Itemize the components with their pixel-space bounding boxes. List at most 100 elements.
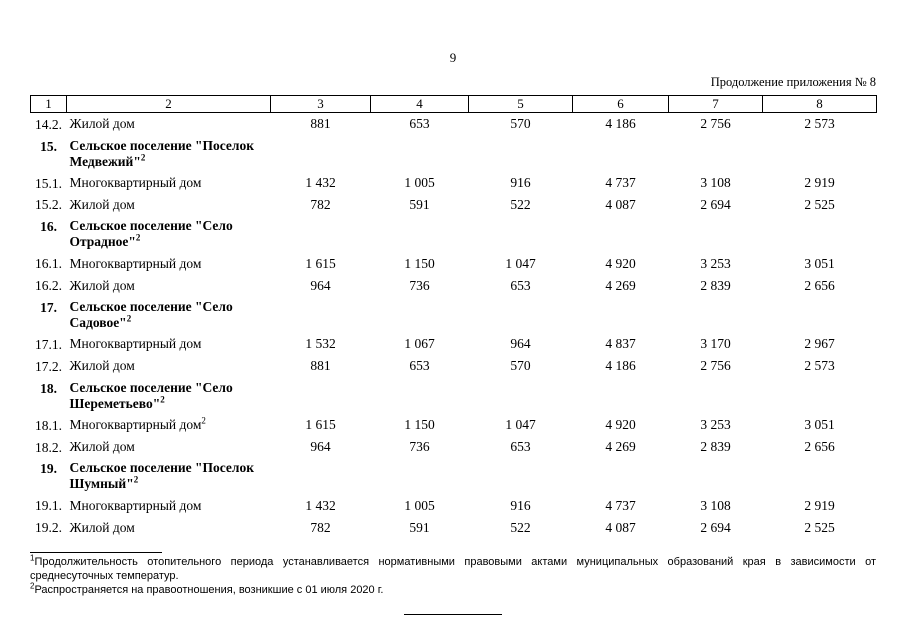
row-number: 17.2. <box>35 358 62 374</box>
row-value <box>271 135 371 172</box>
row-value: 4 186 <box>605 116 636 132</box>
row-value: 591 <box>409 196 430 212</box>
row-value <box>271 377 371 414</box>
table-row: 15.2. Жилой дом 782 591 522 4 087 2 694 2 525 <box>31 194 877 216</box>
row-name: Сельское поселение "Поселок Шумный"2 <box>69 460 255 492</box>
column-header: 4 <box>370 94 469 114</box>
row-number: 19.2. <box>35 520 62 536</box>
table-row: 17.2. Жилой дом 881 653 570 4 186 2 756 2 573 <box>31 355 877 377</box>
row-name: Жилой дом <box>69 196 135 212</box>
row-value: 736 <box>409 439 430 455</box>
table-row: 18.1. Многоквартирный дом2 1 615 1 150 1 047… <box>31 414 877 436</box>
table-body: 14.2. Жилой дом 881 653 570 4 186 2 756 2 573 15… <box>31 113 877 539</box>
row-value: 3 051 <box>804 417 835 433</box>
row-value <box>763 458 877 495</box>
row-value: 4 737 <box>605 497 636 513</box>
column-header: 7 <box>668 94 763 114</box>
row-value <box>573 458 669 495</box>
row-number: 15.1. <box>35 175 62 191</box>
row-value <box>763 377 877 414</box>
row-value: 1 150 <box>404 417 435 433</box>
page-number: 9 <box>449 50 457 65</box>
row-name: Многоквартирный дом <box>69 336 202 352</box>
row-name: Многоквартирный дом2 <box>69 415 206 433</box>
row-value: 916 <box>510 497 531 513</box>
row-value: 522 <box>510 519 531 535</box>
row-number: 19. <box>40 461 57 477</box>
row-value: 1 005 <box>404 175 435 191</box>
row-value: 881 <box>310 116 331 132</box>
row-name: Жилой дом <box>69 358 135 374</box>
table-row: 19. Сельское поселение "Поселок Шумный"2 <box>31 458 877 495</box>
row-value <box>763 135 877 172</box>
row-value <box>763 216 877 253</box>
row-value <box>469 297 573 334</box>
row-name: Многоквартирный дом <box>69 255 202 271</box>
row-number: 16.2. <box>35 278 62 294</box>
row-value: 4 269 <box>605 277 636 293</box>
footnote-ref: 2 <box>126 313 132 324</box>
row-number: 18.2. <box>35 439 62 455</box>
row-number: 18. <box>40 380 57 396</box>
row-value <box>371 297 469 334</box>
table-row: 19.2. Жилой дом 782 591 522 4 087 2 694 2 525 <box>31 517 877 539</box>
row-value <box>469 377 573 414</box>
row-value <box>573 135 669 172</box>
row-name: Сельское поселение "Село Садовое"2 <box>69 299 233 331</box>
row-value: 1 005 <box>404 497 435 513</box>
footnote: 2Распространяется на правоотношения, воз… <box>30 581 384 597</box>
row-value: 2 656 <box>804 277 835 293</box>
row-name: Многоквартирный дом <box>69 497 202 513</box>
row-value: 2 573 <box>804 358 835 374</box>
row-value: 916 <box>510 175 531 191</box>
footnote-ref: 2 <box>133 474 139 485</box>
row-value <box>573 297 669 334</box>
row-value: 2 839 <box>700 277 731 293</box>
table-row: 15.1. Многоквартирный дом 1 432 1 005 916 4 7… <box>31 172 877 194</box>
row-value: 1 432 <box>305 497 336 513</box>
row-value <box>669 377 763 414</box>
row-name: Сельское поселение "Село Отрадное"2 <box>69 218 233 250</box>
row-value <box>271 297 371 334</box>
row-value: 2 573 <box>804 116 835 132</box>
row-value: 653 <box>510 277 531 293</box>
row-value: 1 047 <box>505 255 536 271</box>
row-value: 653 <box>409 116 430 132</box>
row-value <box>669 297 763 334</box>
footnote-ref: 2 <box>160 394 165 405</box>
row-value: 3 051 <box>804 255 835 271</box>
row-number: 15. <box>40 138 57 154</box>
row-name: Многоквартирный дом <box>69 175 202 191</box>
footnote-separator-line <box>30 551 162 553</box>
row-value: 4 087 <box>605 519 636 535</box>
row-value <box>469 135 573 172</box>
row-value <box>669 135 763 172</box>
row-value <box>669 458 763 495</box>
footnote-marker: 2 <box>30 581 35 591</box>
row-value: 736 <box>409 277 430 293</box>
row-value <box>573 216 669 253</box>
row-value: 4 186 <box>605 358 636 374</box>
row-value: 964 <box>310 277 331 293</box>
row-value: 1 067 <box>404 336 435 352</box>
row-number: 19.1. <box>35 498 62 514</box>
footnote-marker: 1 <box>30 553 35 562</box>
column-header: 1 <box>30 94 67 114</box>
row-value: 1 150 <box>404 255 435 271</box>
row-number: 16. <box>40 219 57 235</box>
row-name: Жилой дом <box>69 439 135 455</box>
footnote-ref: 2 <box>135 232 141 243</box>
row-value: 2 525 <box>804 519 835 535</box>
row-value: 3 108 <box>700 497 731 513</box>
row-value: 2 967 <box>804 336 835 352</box>
row-value: 570 <box>510 116 531 132</box>
column-header: 3 <box>270 94 371 114</box>
table-row: 14.2. Жилой дом 881 653 570 4 186 2 756 2 573 <box>31 113 877 135</box>
row-value <box>271 216 371 253</box>
table-row: 19.1. Многоквартирный дом 1 432 1 005 916 4 7… <box>31 495 877 517</box>
footnote-ref: 2 <box>201 415 206 426</box>
